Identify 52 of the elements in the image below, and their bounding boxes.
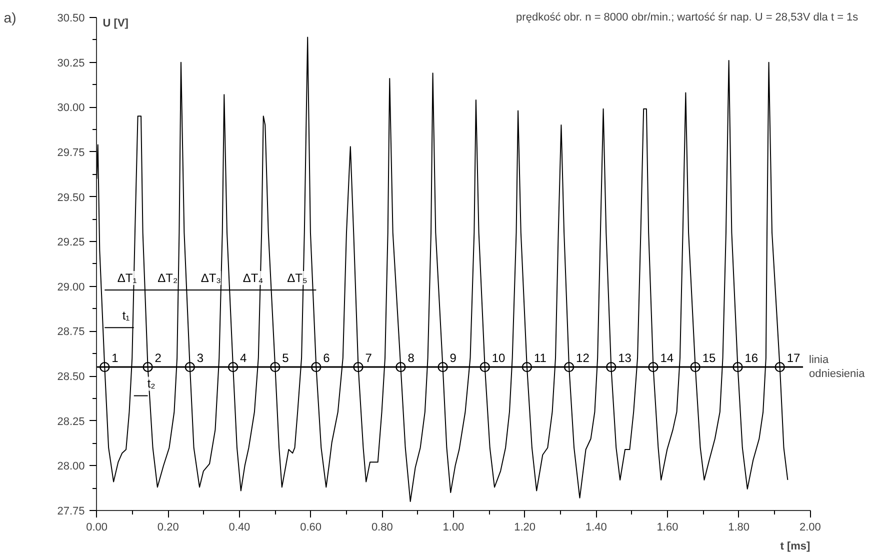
- y-tick-label: 30.00: [57, 102, 85, 114]
- annotation: 10: [492, 351, 506, 366]
- annotation: 8: [408, 351, 415, 366]
- y-tick-label: 28.00: [57, 460, 85, 473]
- annotation: 15: [702, 351, 716, 366]
- y-tick-label: 29.25: [57, 236, 85, 249]
- x-tick-label: 1.60: [656, 521, 678, 534]
- y-tick-label: 29.75: [57, 146, 85, 159]
- annotation: 6: [323, 351, 330, 366]
- x-tick-label: 0.00: [86, 521, 108, 534]
- annotation: 7: [365, 351, 372, 366]
- annotation: 1: [112, 351, 119, 366]
- y-tick-label: 30.25: [57, 57, 85, 70]
- annotation: 5: [282, 351, 290, 366]
- x-tick-label: 1.40: [585, 521, 607, 534]
- annotation: 11: [534, 351, 547, 366]
- annotation: 9: [450, 351, 457, 366]
- y-tick-label: 29.50: [57, 192, 85, 204]
- x-tick-label: 0.60: [300, 521, 322, 534]
- y-tick-label: 27.75: [57, 505, 85, 518]
- annotation: ΔT₂: [158, 270, 178, 285]
- chart-title: prędkość obr. n = 8000 obr/min.; wartość śr nap. U = 28,53V dla t = 1s: [516, 12, 859, 24]
- x-tick-label: 1.20: [514, 521, 536, 534]
- x-tick-label: 0.80: [371, 521, 393, 534]
- annotation: 12: [576, 351, 590, 366]
- annotation: ΔT₄: [242, 270, 264, 285]
- annotation: 2: [154, 351, 162, 366]
- text: a): [4, 10, 16, 26]
- annotation: ΔT₁: [117, 270, 137, 285]
- y-tick-label: 28.25: [57, 416, 85, 428]
- x-tick-label: 1.00: [442, 521, 464, 534]
- annotation: ΔT₅: [287, 270, 308, 285]
- annotation: 13: [618, 351, 632, 366]
- x-axis-title: t [ms]: [780, 540, 810, 552]
- annotation: ΔT₃: [200, 270, 222, 285]
- x-tick-label: 2.00: [799, 521, 821, 534]
- annotation: 16: [744, 351, 758, 366]
- annotation: t₂: [147, 376, 156, 391]
- y-axis-title: U [V]: [102, 18, 129, 30]
- annotation: 17: [786, 351, 801, 366]
- y-tick-label: 28.50: [57, 371, 85, 384]
- annotation: t₁: [122, 308, 130, 323]
- y-tick-label: 28.75: [57, 326, 85, 338]
- ref-line-label: linia odniesienia: [809, 354, 866, 380]
- y-tick-label: 29.00: [57, 281, 85, 294]
- x-tick-label: 0.40: [228, 521, 250, 534]
- annotation: 3: [196, 351, 204, 366]
- x-tick-label: 0.20: [157, 521, 179, 534]
- annotation: 14: [660, 351, 674, 366]
- y-tick-label: 30.50: [57, 12, 85, 25]
- x-tick-label: 1.80: [728, 521, 750, 534]
- annotation: 4: [240, 351, 248, 366]
